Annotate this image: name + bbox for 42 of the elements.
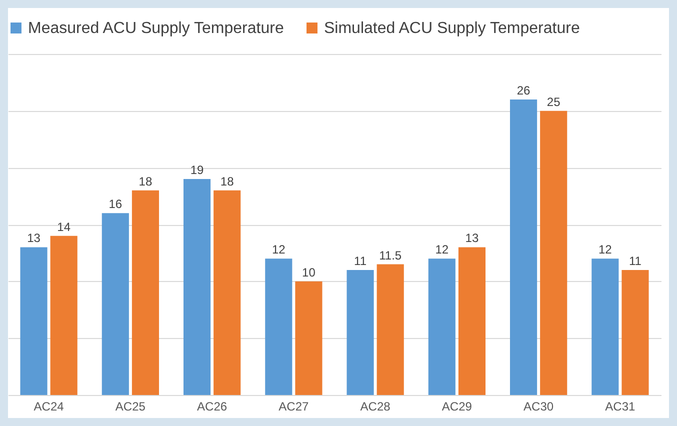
data-label: 11 xyxy=(354,254,367,268)
bar xyxy=(295,281,322,395)
data-label: 13 xyxy=(27,231,41,246)
bar xyxy=(183,179,211,395)
bar xyxy=(622,270,649,395)
x-tick-label: AC26 xyxy=(197,400,228,414)
bar xyxy=(265,258,292,395)
data-label: 11 xyxy=(628,254,642,268)
data-label: 12 xyxy=(272,242,286,257)
data-label: 14 xyxy=(57,220,71,234)
x-tick-label: AC28 xyxy=(360,400,391,414)
x-tick-label: AC29 xyxy=(442,400,472,414)
bar xyxy=(214,190,241,395)
data-label: 26 xyxy=(516,83,531,98)
bar xyxy=(458,247,486,395)
data-label: 16 xyxy=(108,197,122,212)
legend-label: Simulated ACU Supply Temperature xyxy=(324,20,580,37)
data-label: 11.5 xyxy=(379,248,402,262)
data-label: 18 xyxy=(220,174,234,188)
x-tick-label: AC30 xyxy=(524,400,554,414)
bar xyxy=(376,264,404,395)
bar xyxy=(540,110,568,395)
data-label: 10 xyxy=(302,265,316,280)
data-label: 13 xyxy=(465,231,479,246)
x-tick-label: AC24 xyxy=(34,400,64,414)
bar xyxy=(20,247,48,395)
data-label: 12 xyxy=(435,242,449,257)
bar xyxy=(428,258,456,395)
data-label: 19 xyxy=(190,163,204,178)
x-tick-label: AC31 xyxy=(605,400,636,414)
data-label: 18 xyxy=(138,174,152,188)
data-label: 12 xyxy=(598,242,612,257)
legend-label: Measured ACU Supply Temperature xyxy=(28,20,284,37)
bar xyxy=(102,213,129,395)
x-tick-label: AC25 xyxy=(115,400,146,414)
data-label: 25 xyxy=(546,94,561,109)
bar xyxy=(510,99,538,395)
bar xyxy=(592,258,619,395)
x-tick-label: AC27 xyxy=(278,400,310,414)
bar xyxy=(346,270,374,395)
bar xyxy=(50,236,78,395)
bar xyxy=(132,190,160,395)
